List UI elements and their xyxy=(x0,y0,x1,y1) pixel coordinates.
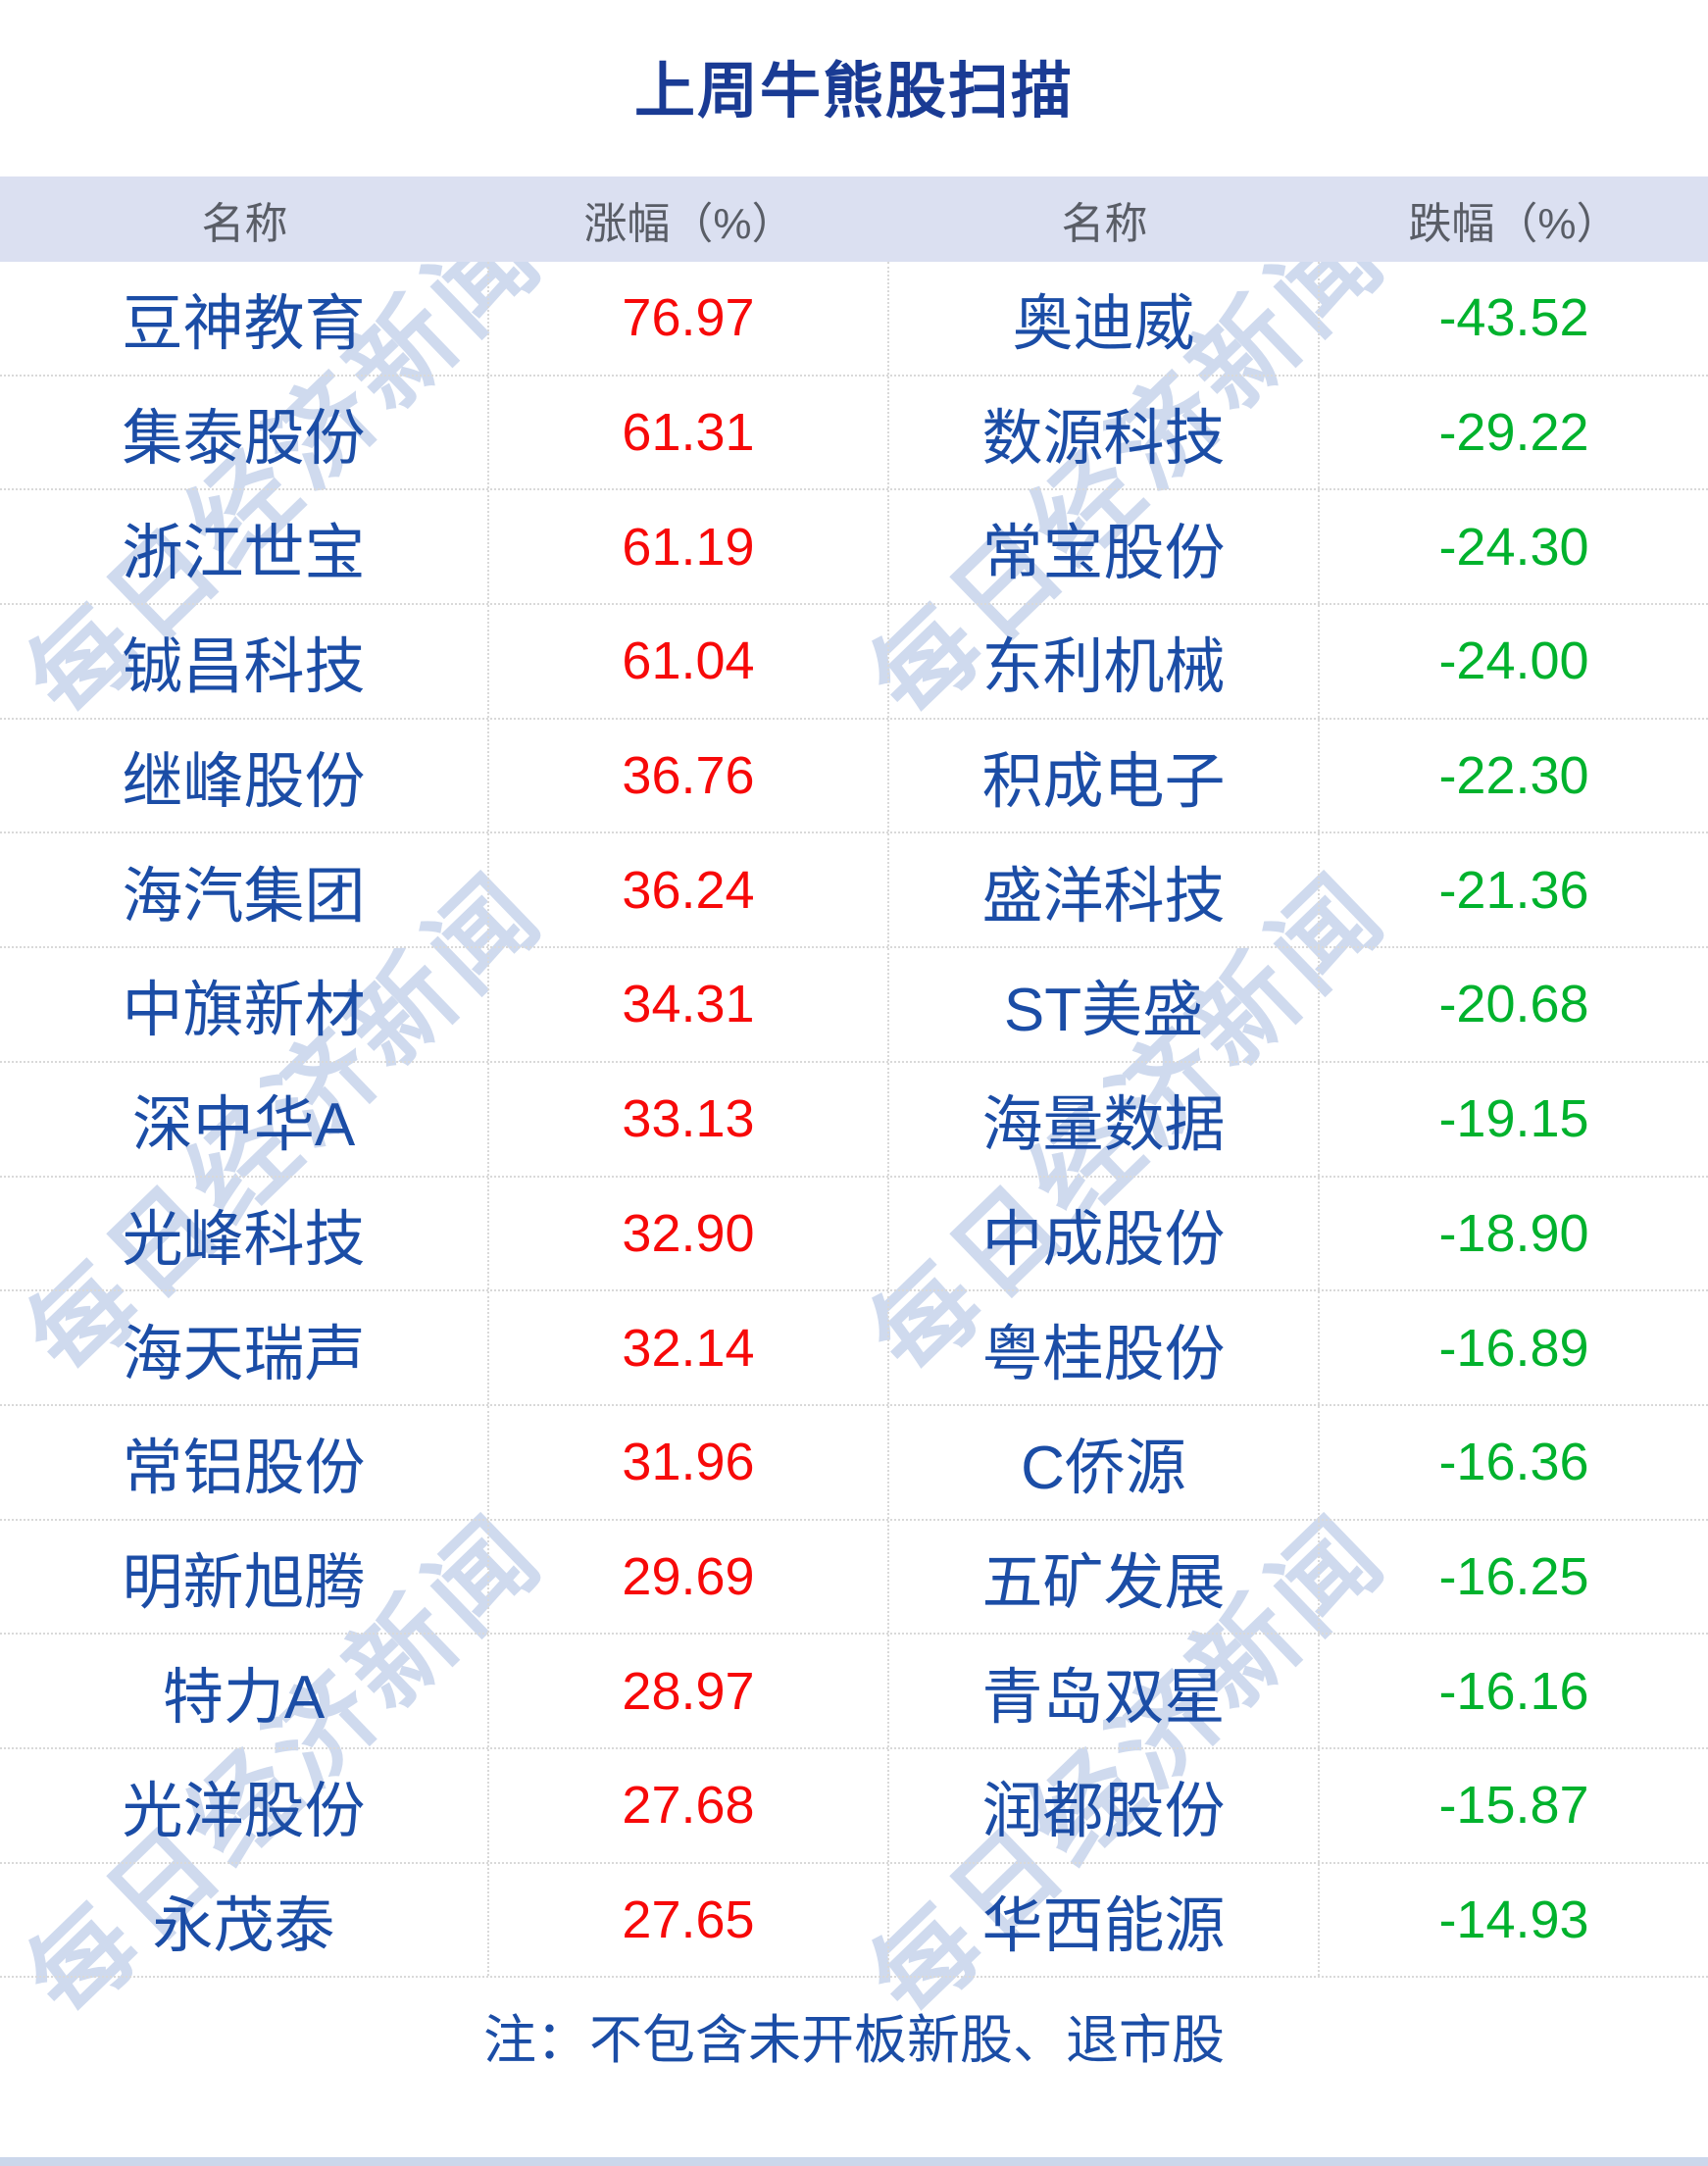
loss-pct-cell: -43.52 xyxy=(1438,288,1589,348)
gain-pct-cell: 32.14 xyxy=(489,1291,889,1404)
gain-pct-cell: 34.31 xyxy=(489,948,889,1061)
decliner-name-cell: 数源科技 xyxy=(889,376,1320,489)
loss-pct-cell: -21.36 xyxy=(1438,860,1589,920)
decliner-name-cell: 润都股份 xyxy=(889,1748,1320,1862)
loss-pct-cell: -16.36 xyxy=(1438,1433,1589,1492)
loss-pct-cell: -16.16 xyxy=(1438,1661,1589,1721)
table-row: 中旗新材 34.31 ST美盛 -20.68 xyxy=(0,948,1708,1063)
gainer-name-cell: 深中华A xyxy=(0,1062,489,1176)
table-row: 海汽集团 36.24 盛洋科技 -21.36 xyxy=(0,833,1708,949)
table-row: 集泰股份 61.31 数源科技 -29.22 xyxy=(0,376,1708,491)
table-row: 光洋股份 27.68 润都股份 -15.87 xyxy=(0,1748,1708,1864)
table-body: 豆神教育 76.97 奥迪威 -43.52 集泰股份 61.31 数源科技 -29.22 浙江世… xyxy=(0,262,1708,1979)
table-row: 继峰股份 36.76 积成电子 -22.30 xyxy=(0,719,1708,834)
loss-pct-cell: -20.68 xyxy=(1438,975,1589,1034)
loss-pct-cell: -16.25 xyxy=(1438,1546,1589,1606)
loss-pct-cell: -18.90 xyxy=(1438,1203,1589,1263)
table-row: 明新旭腾 29.69 五矿发展 -16.25 xyxy=(0,1520,1708,1636)
bottom-bar xyxy=(0,2157,1708,2166)
decliner-name-cell: 粤桂股份 xyxy=(889,1291,1320,1404)
decliner-name-cell: 常宝股份 xyxy=(889,490,1320,604)
gainer-name-cell: 浙江世宝 xyxy=(0,490,489,604)
decliner-name-cell: 奥迪威 xyxy=(889,262,1320,375)
loss-pct-cell: -16.89 xyxy=(1438,1318,1589,1378)
gain-pct-cell: 61.19 xyxy=(489,490,889,604)
decliner-name-cell: 东利机械 xyxy=(889,605,1320,718)
gain-pct-cell: 27.65 xyxy=(489,1863,889,1977)
gain-pct-cell: 61.04 xyxy=(489,605,889,718)
decliner-name-cell: 盛洋科技 xyxy=(889,833,1320,947)
gainer-name-cell: 光峰科技 xyxy=(0,1177,489,1290)
table-row: 铖昌科技 61.04 东利机械 -24.00 xyxy=(0,605,1708,720)
decliner-name-cell: 青岛双星 xyxy=(889,1635,1320,1747)
gainer-name-cell: 明新旭腾 xyxy=(0,1520,489,1634)
table-row: 永茂泰 27.65 华西能源 -14.93 xyxy=(0,1863,1708,1979)
decliner-name-cell: 积成电子 xyxy=(889,719,1320,832)
decliner-name-cell: 五矿发展 xyxy=(889,1520,1320,1634)
gain-pct-cell: 36.76 xyxy=(489,719,889,832)
gain-pct-cell: 36.24 xyxy=(489,833,889,947)
gain-pct-cell: 76.97 xyxy=(489,262,889,375)
gainer-name-cell: 特力A xyxy=(0,1635,489,1747)
header-gainer-name: 名称 xyxy=(201,199,288,248)
loss-pct-cell: -22.30 xyxy=(1438,746,1589,806)
gain-pct-cell: 28.97 xyxy=(489,1635,889,1747)
header-decliner-name: 名称 xyxy=(1061,199,1148,248)
decliner-name-cell: 华西能源 xyxy=(889,1863,1320,1977)
loss-pct-cell: -24.30 xyxy=(1438,517,1589,577)
decliner-name-cell: ST美盛 xyxy=(889,948,1320,1061)
table-row: 光峰科技 32.90 中成股份 -18.90 xyxy=(0,1177,1708,1292)
decliner-name-cell: 中成股份 xyxy=(889,1177,1320,1290)
gain-pct-cell: 33.13 xyxy=(489,1062,889,1176)
gain-pct-cell: 27.68 xyxy=(489,1748,889,1862)
gainer-name-cell: 集泰股份 xyxy=(0,376,489,489)
loss-pct-cell: -14.93 xyxy=(1438,1889,1589,1949)
table-row: 海天瑞声 32.14 粤桂股份 -16.89 xyxy=(0,1291,1708,1406)
loss-pct-cell: -19.15 xyxy=(1438,1089,1589,1149)
decliner-name-cell: C侨源 xyxy=(889,1405,1320,1519)
decliner-name-cell: 海量数据 xyxy=(889,1062,1320,1176)
gainer-name-cell: 铖昌科技 xyxy=(0,605,489,718)
gainer-name-cell: 中旗新材 xyxy=(0,948,489,1061)
table-row: 特力A 28.97 青岛双星 -16.16 xyxy=(0,1635,1708,1749)
loss-pct-cell: -29.22 xyxy=(1438,403,1589,463)
loss-pct-cell: -15.87 xyxy=(1438,1776,1589,1836)
gainer-name-cell: 豆神教育 xyxy=(0,262,489,375)
gainer-name-cell: 光洋股份 xyxy=(0,1748,489,1862)
gain-pct-cell: 32.90 xyxy=(489,1177,889,1290)
header-gain-pct: 涨幅（%） xyxy=(583,199,795,248)
page-title: 上周牛熊股扫描 xyxy=(633,58,1074,126)
gainer-name-cell: 海天瑞声 xyxy=(0,1291,489,1404)
table-row: 浙江世宝 61.19 常宝股份 -24.30 xyxy=(0,490,1708,606)
gainer-name-cell: 海汽集团 xyxy=(0,833,489,947)
table-row: 豆神教育 76.97 奥迪威 -43.52 xyxy=(0,262,1708,377)
gain-pct-cell: 31.96 xyxy=(489,1405,889,1519)
footnote: 注：不包含未开板新股、退市股 xyxy=(483,2011,1225,2070)
table-row: 常铝股份 31.96 C侨源 -16.36 xyxy=(0,1405,1708,1521)
gainer-name-cell: 继峰股份 xyxy=(0,719,489,832)
gain-pct-cell: 61.31 xyxy=(489,376,889,489)
table-row: 深中华A 33.13 海量数据 -19.15 xyxy=(0,1062,1708,1178)
loss-pct-cell: -24.00 xyxy=(1438,631,1589,691)
gainer-name-cell: 常铝股份 xyxy=(0,1405,489,1519)
bull-bear-table: 名称 涨幅（%） 名称 跌幅（%） 豆神教育 76.97 奥迪威 -43.52 集泰股份… xyxy=(0,176,1708,1979)
table-header-row: 名称 涨幅（%） 名称 跌幅（%） xyxy=(0,176,1708,262)
gain-pct-cell: 29.69 xyxy=(489,1520,889,1634)
gainer-name-cell: 永茂泰 xyxy=(0,1863,489,1977)
header-loss-pct: 跌幅（%） xyxy=(1408,199,1620,248)
